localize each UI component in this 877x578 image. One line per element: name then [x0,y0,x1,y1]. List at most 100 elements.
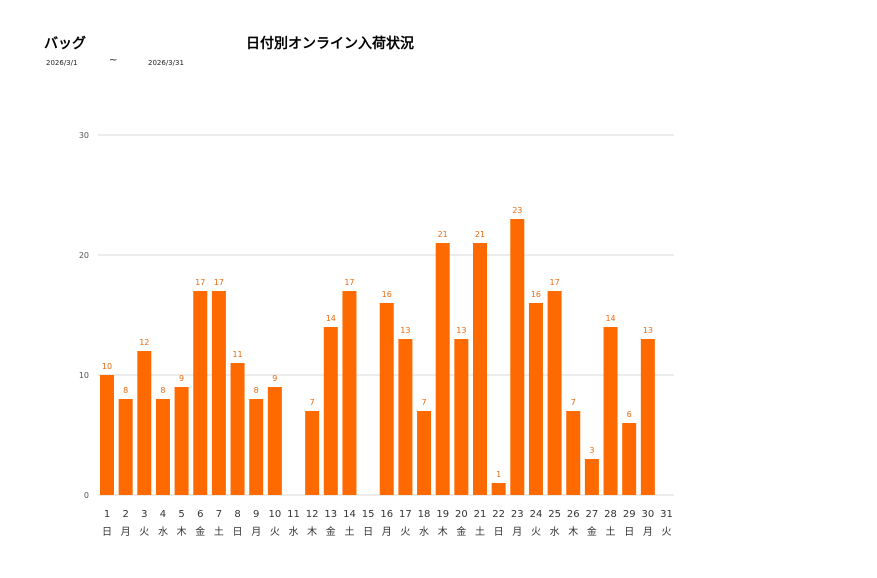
date-to: 2026/3/31 [148,59,184,67]
bar [398,339,413,495]
x-tick-weekday: 土 [214,525,224,538]
data-label: 8 [254,386,259,395]
x-tick-day: 25 [548,509,561,520]
data-label: 11 [232,350,242,359]
data-label: 7 [310,398,315,407]
x-tick-weekday: 火 [139,526,149,538]
bar [547,291,562,495]
category-label: バッグ [44,36,86,52]
x-tick-day: 20 [455,509,468,520]
date-from: 2026/3/1 [46,59,78,67]
data-label: 6 [627,410,632,419]
chart-title: 日付別オンライン入荷状況 [246,36,414,52]
x-tick-day: 6 [197,509,203,520]
x-tick-weekday: 日 [233,527,243,538]
bars [100,219,655,495]
x-tick-day: 22 [492,509,505,520]
x-tick-day: 4 [160,509,166,520]
x-tick-day: 1 [104,509,110,520]
bar [174,387,189,495]
bar [603,327,618,495]
data-label: 23 [512,206,522,215]
bar [473,243,487,495]
x-tick-weekday: 土 [475,525,485,538]
data-label: 21 [438,230,448,239]
x-tick-weekday: 金 [456,525,466,538]
x-tick-day: 14 [343,509,356,520]
x-tick-weekday: 日 [494,527,504,538]
bar [249,399,264,495]
bar [528,303,543,495]
x-tick-day: 26 [567,509,580,520]
x-tick-weekday: 日 [624,527,634,538]
bar [566,411,581,495]
x-tick-day: 19 [436,509,449,520]
bar [435,243,450,495]
x-tick-weekday: 水 [419,526,429,538]
x-tick-weekday: 月 [382,526,392,538]
x-tick-day: 17 [399,509,412,520]
data-label: 21 [475,230,485,239]
y-tick-label: 0 [84,491,89,500]
bar [193,291,208,495]
x-tick-weekday: 火 [270,526,280,538]
bar [305,411,320,495]
x-tick-day: 15 [362,509,375,520]
x-tick-day: 5 [178,509,184,520]
data-label: 14 [605,314,615,323]
x-tick-day: 28 [604,509,617,520]
data-label: 7 [422,398,427,407]
x-tick-weekday: 月 [643,526,653,538]
data-label: 17 [344,278,354,287]
bar [379,303,394,495]
x-tick-day: 9 [253,509,259,520]
data-label: 8 [123,386,128,395]
data-label: 9 [179,374,184,383]
bar [622,423,637,495]
range-separator: ~ [109,55,118,66]
bar [510,219,525,495]
y-tick-label: 30 [79,131,89,140]
x-tick-weekday: 日 [102,527,112,538]
bar [491,483,506,495]
value-labels: 10 8 12 8 9 17 17 11 8 9 7 14 17 16 13 7 21 13 21 1 23 16 17 7 3… [102,206,653,479]
data-label: 7 [571,398,576,407]
x-tick-weekday: 水 [289,526,299,538]
x-tick-day: 2 [122,509,128,520]
x-tick-weekday: 木 [568,526,578,538]
bar [584,459,599,495]
x-tick-weekday: 金 [326,525,336,538]
x-tick-weekday: 土 [344,525,354,538]
x-tick-day: 29 [623,509,636,520]
bar [454,339,469,495]
x-tick-weekday: 木 [307,526,317,538]
x-tick-day: 13 [324,509,337,520]
data-label: 3 [589,446,594,455]
bar [417,411,432,495]
bar [100,375,114,495]
x-tick-day: 27 [586,509,599,520]
x-tick-day: 11 [287,509,300,520]
x-tick-weekday: 水 [550,526,560,538]
y-tick-label: 20 [79,251,89,260]
x-tick-weekday: 日 [363,527,373,538]
data-label: 17 [214,278,224,287]
data-label: 8 [160,386,165,395]
data-label: 12 [139,338,149,347]
x-axis-labels: 1日2月3火4水5木6金7土8日9月10火11水12木13金14土15日16月1… [102,509,673,538]
x-tick-day: 3 [141,509,147,520]
data-label: 13 [456,326,466,335]
x-tick-weekday: 水 [158,526,168,538]
bar [230,363,245,495]
data-label: 9 [272,374,277,383]
data-label: 14 [326,314,336,323]
data-label: 10 [102,362,112,371]
x-tick-weekday: 月 [512,526,522,538]
y-axis-ticks: 0 10 20 30 [79,131,89,500]
x-tick-day: 21 [474,509,487,520]
x-tick-day: 10 [268,509,281,520]
data-label: 16 [382,290,392,299]
x-tick-weekday: 月 [251,526,261,538]
x-tick-weekday: 火 [531,526,541,538]
